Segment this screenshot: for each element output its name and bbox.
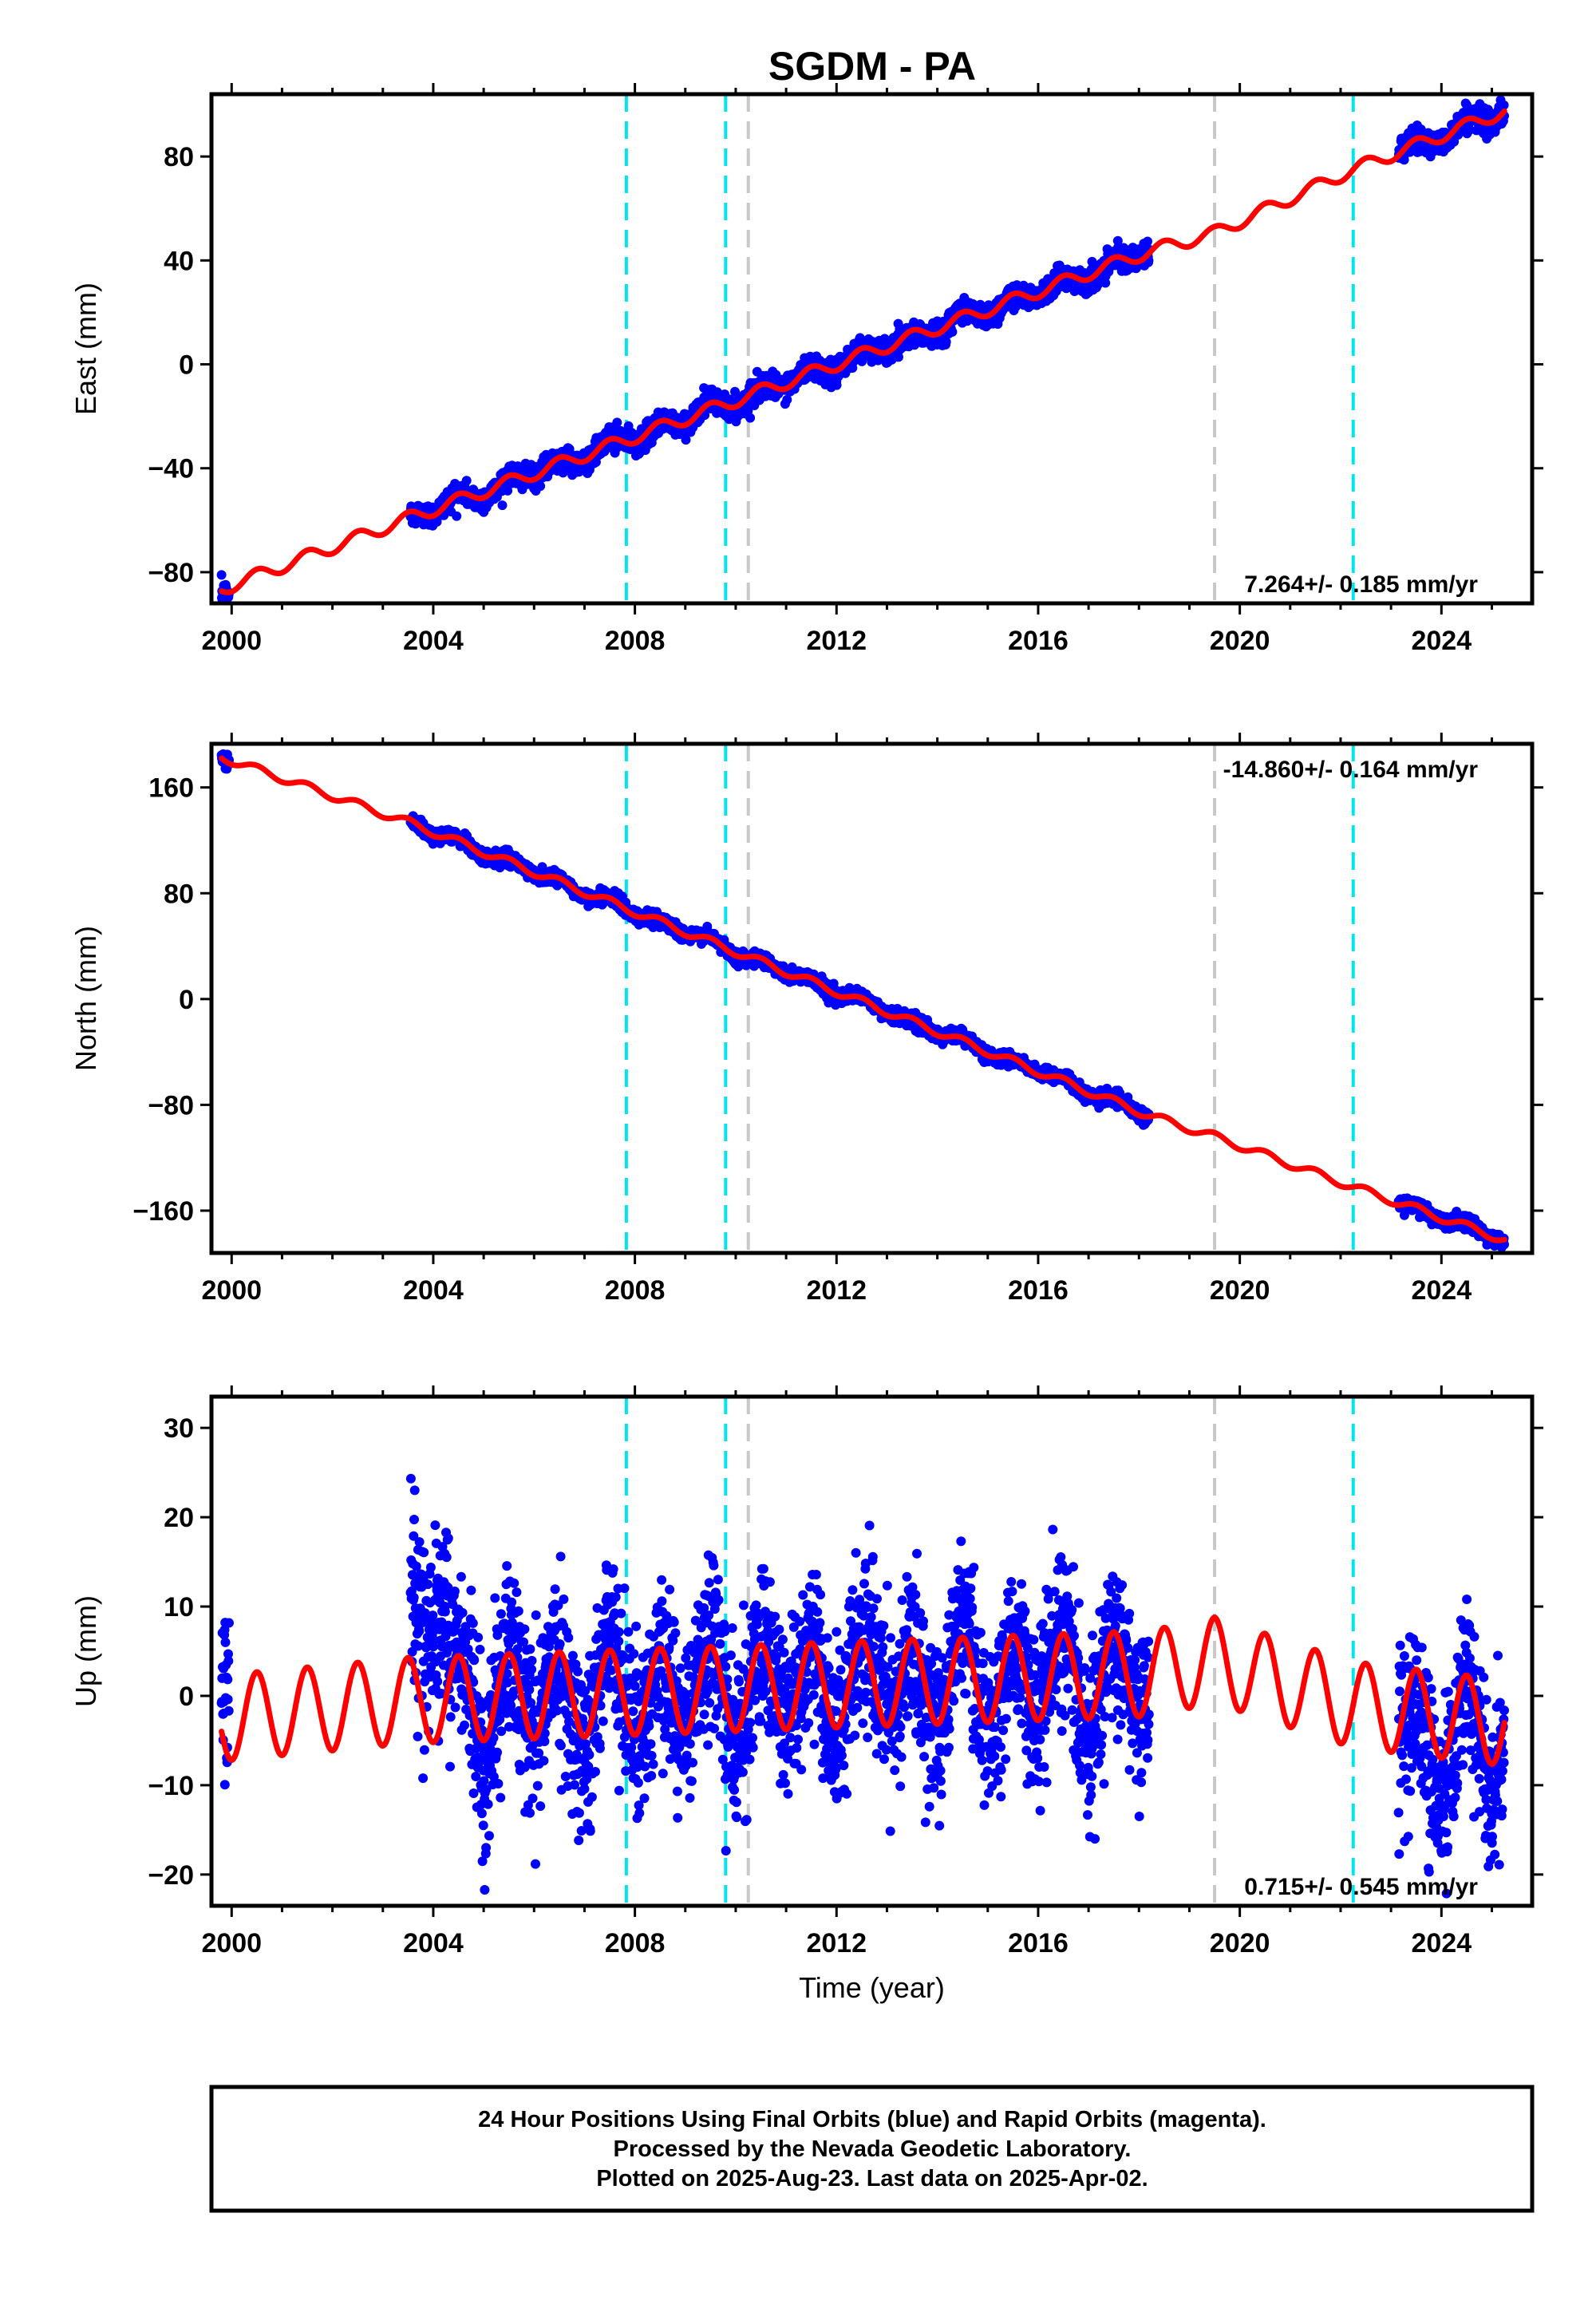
east-x-tick-label: 2004 <box>403 626 464 656</box>
east-data-point <box>745 413 756 423</box>
east-data-point <box>832 380 842 390</box>
east-data-point <box>216 570 227 580</box>
east-x-tick-label: 2024 <box>1411 626 1472 656</box>
east-data-point <box>894 352 903 362</box>
east-rate-label: 7.264+/- 0.185 mm/yr <box>1244 571 1478 598</box>
east-y-tick-label: 0 <box>179 350 194 381</box>
east-data-point <box>535 481 546 492</box>
east-data-point <box>681 435 691 445</box>
east-data-points <box>216 95 1509 603</box>
east-data-point <box>461 476 472 486</box>
east-x-tick-label: 2016 <box>1008 626 1069 656</box>
east-y-tick-label: 80 <box>164 142 194 172</box>
east-x-tick-label: 2000 <box>201 626 262 656</box>
east-y-tick-label: 40 <box>164 246 194 276</box>
east-model-line <box>1211 166 1357 232</box>
east-x-tick-label: 2008 <box>605 626 666 656</box>
east-model-line <box>219 508 413 595</box>
east-data-point <box>497 500 508 511</box>
chart-title: SGDM - PA <box>768 44 976 89</box>
north-panel: 2000 2004 2008 2012 2016 2020 2024−160−8008016… <box>69 733 1543 1306</box>
east-model-line <box>1146 223 1218 256</box>
east-data-point <box>558 468 568 478</box>
east-data-point <box>947 326 958 337</box>
east-y-axis-label: East (mm) <box>69 283 102 415</box>
east-panel: 2000 2004 2008 2012 2016 2020 2024 −80 −40 0 40 80 E… <box>69 83 1543 656</box>
east-y-tick-label: −40 <box>148 454 194 484</box>
east-data-point <box>452 511 462 521</box>
east-x-tick-label: 2012 <box>806 626 867 656</box>
east-data-point <box>941 337 951 347</box>
east-y-tick-label: −80 <box>148 558 194 588</box>
panels: 2000 2004 2008 2012 2016 2020 2024 −80 −40 0 40 80 E… <box>69 83 1543 2004</box>
east-data-point <box>782 394 792 405</box>
east-data-point <box>612 417 622 428</box>
east-x-tick-label: 2020 <box>1210 626 1270 656</box>
